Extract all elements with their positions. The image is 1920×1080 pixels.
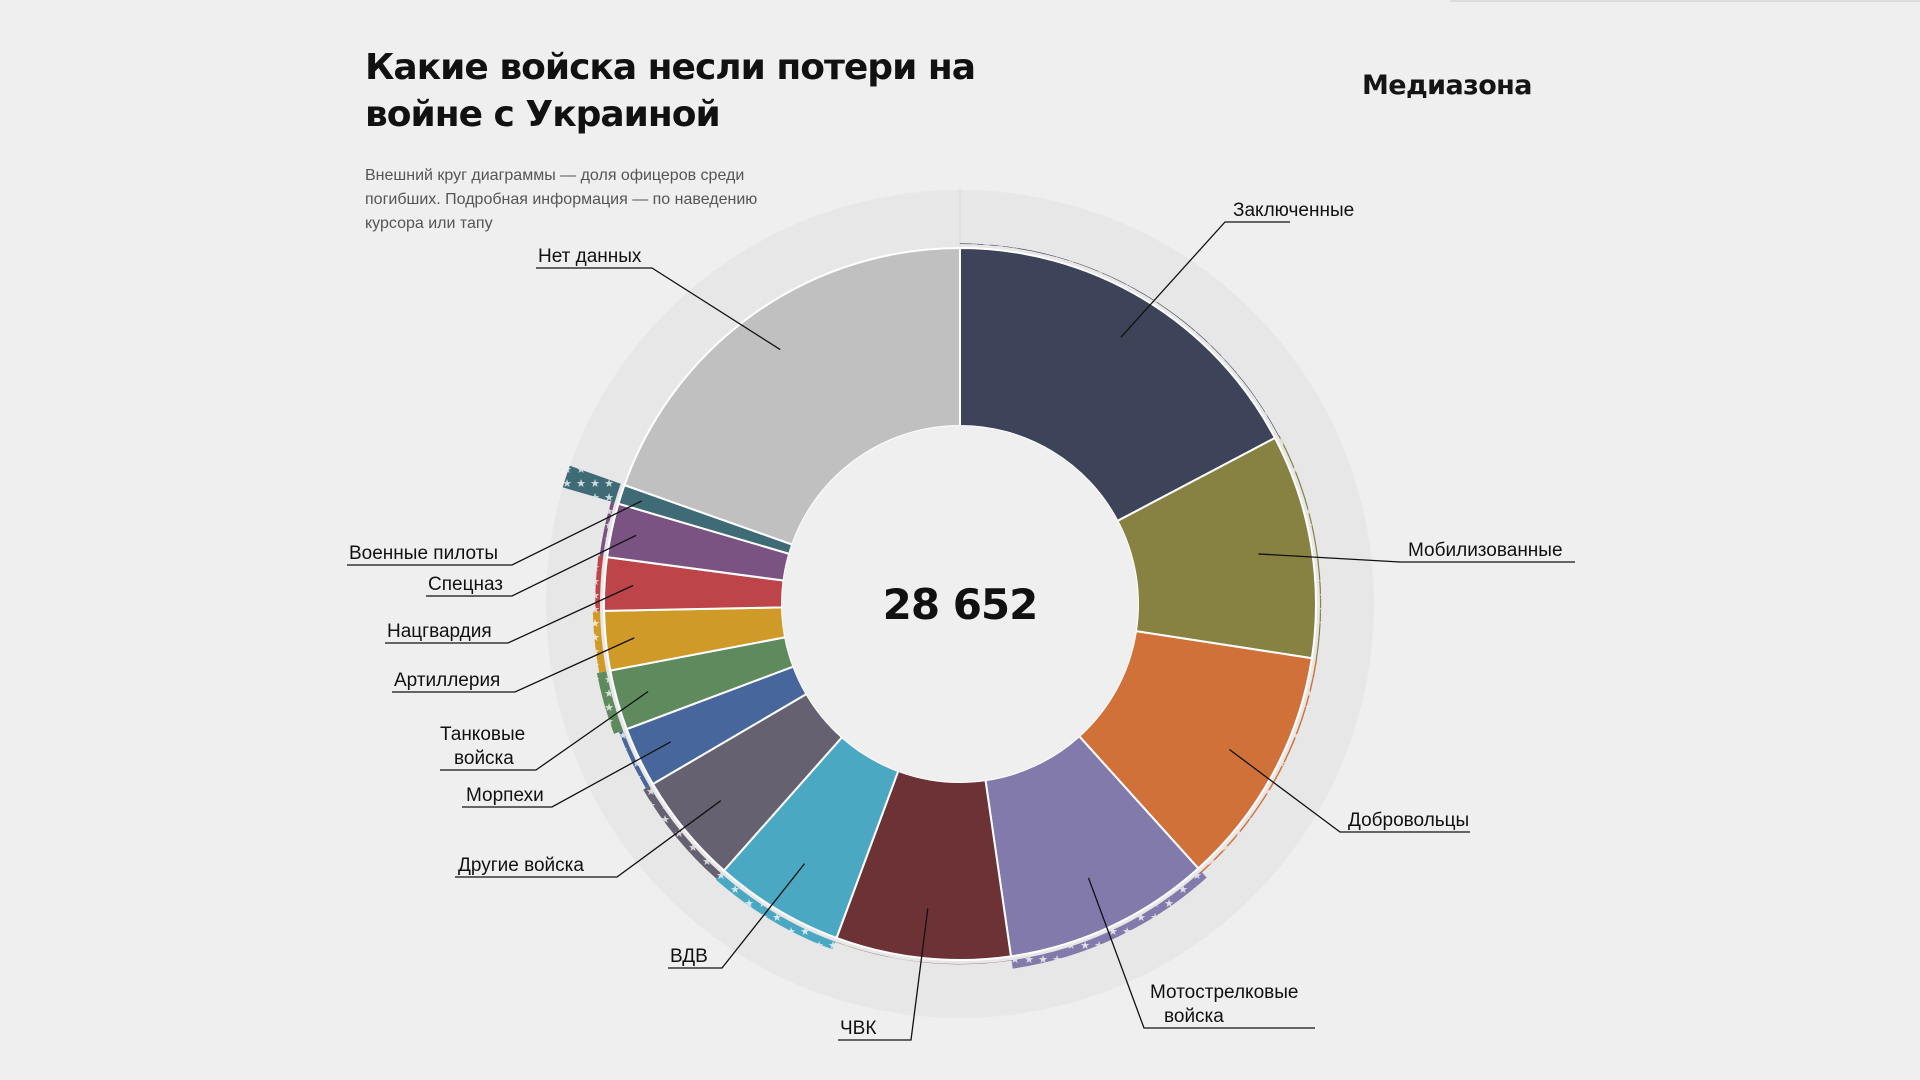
donut-slice[interactable] — [623, 246, 961, 546]
leader-line — [392, 637, 635, 693]
slice-label: Заключенные — [1233, 200, 1354, 221]
officer-star-pattern — [715, 873, 836, 950]
leader-line — [455, 800, 722, 878]
leader-line — [1087, 877, 1315, 1029]
slice-label: Мотострелковые — [1150, 982, 1298, 1003]
chart-title: Какие войска несли потери на войне с Укр… — [365, 47, 976, 135]
top-divider — [1450, 0, 1920, 2]
leader-line — [536, 267, 781, 351]
slice-label: Добровольцы — [1348, 810, 1469, 831]
leader-line — [347, 500, 642, 566]
leader-line — [462, 741, 672, 808]
total-count: 28 652 — [883, 580, 1038, 629]
slice-label: Военные пилоты — [349, 543, 498, 564]
slice-label: Нацгвардия — [387, 621, 492, 642]
slice-label: Спецназ — [428, 574, 503, 595]
leader-line — [838, 908, 929, 1041]
slice-label: войска — [454, 748, 514, 769]
leader-line — [1229, 748, 1470, 833]
slice-label: Другие войска — [458, 855, 584, 876]
slice-label: ЧВК — [840, 1018, 876, 1039]
slice-label: Танковые — [440, 724, 525, 745]
leader-line — [440, 690, 649, 771]
officer-star-pattern — [562, 465, 621, 503]
officer-star-pattern — [1011, 871, 1207, 969]
officer-star-pattern — [596, 671, 623, 734]
leader-line — [385, 584, 634, 644]
officer-star-pattern — [643, 786, 722, 879]
slice-label: ВДВ — [670, 946, 708, 967]
officer-star-pattern — [595, 555, 604, 611]
slice-label: войска — [1164, 1006, 1224, 1027]
slice-label: Нет данных — [538, 246, 642, 267]
slice-label: Артиллерия — [394, 670, 500, 691]
officer-star-pattern — [592, 610, 607, 673]
leader-line — [1258, 553, 1575, 563]
leader-line — [668, 863, 806, 969]
slice-label: Мобилизованные — [1408, 540, 1563, 561]
brand-logo: Медиазона — [1362, 70, 1532, 101]
officer-star-pattern — [599, 501, 615, 557]
leader-line — [1120, 221, 1290, 338]
chart-subtitle: Внешний круг диаграммы — доля офицеров с… — [365, 167, 758, 232]
slice-label: Морпехи — [466, 785, 544, 806]
donut-hole — [782, 426, 1138, 782]
officer-star-pattern — [619, 730, 650, 789]
leader-line — [426, 534, 637, 597]
